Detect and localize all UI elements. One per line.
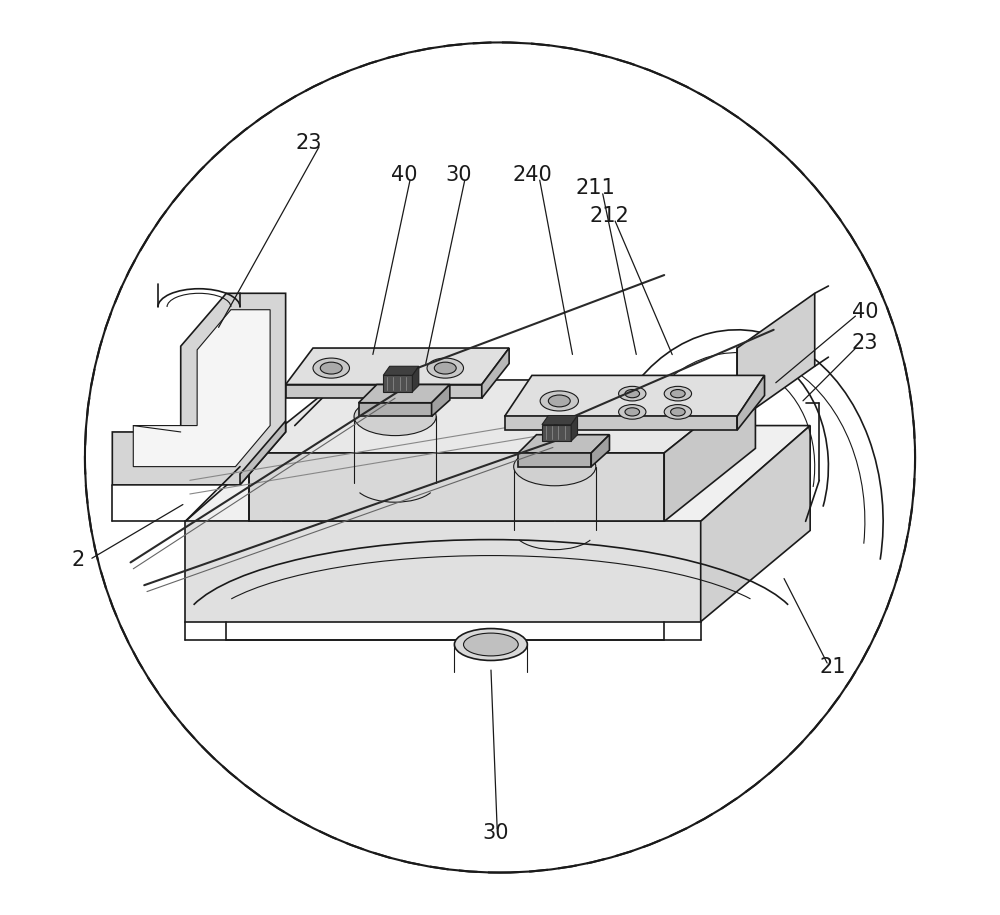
Polygon shape: [412, 366, 419, 392]
Ellipse shape: [619, 386, 646, 401]
Text: 240: 240: [512, 165, 552, 185]
Ellipse shape: [313, 358, 349, 378]
Polygon shape: [185, 522, 701, 621]
Polygon shape: [664, 380, 755, 522]
Polygon shape: [542, 425, 571, 441]
Polygon shape: [359, 403, 432, 416]
Ellipse shape: [540, 391, 578, 411]
Polygon shape: [571, 415, 578, 441]
Polygon shape: [286, 348, 509, 384]
Polygon shape: [383, 375, 412, 392]
Text: 40: 40: [852, 302, 878, 321]
Polygon shape: [737, 294, 815, 421]
Ellipse shape: [464, 633, 518, 656]
Polygon shape: [185, 425, 810, 522]
Ellipse shape: [548, 395, 570, 407]
Polygon shape: [359, 384, 450, 403]
Polygon shape: [737, 375, 765, 430]
Text: 30: 30: [482, 824, 509, 844]
Ellipse shape: [625, 408, 640, 416]
Ellipse shape: [664, 386, 692, 401]
Circle shape: [85, 42, 915, 873]
Polygon shape: [701, 425, 810, 621]
Polygon shape: [505, 375, 765, 416]
Polygon shape: [542, 415, 578, 425]
Polygon shape: [286, 384, 482, 398]
Text: 30: 30: [446, 165, 472, 185]
Polygon shape: [505, 416, 737, 430]
Polygon shape: [432, 384, 450, 416]
Ellipse shape: [671, 390, 685, 398]
Ellipse shape: [427, 358, 464, 378]
Text: 211: 211: [576, 178, 616, 199]
Ellipse shape: [320, 362, 342, 374]
Text: 23: 23: [852, 333, 878, 353]
Polygon shape: [383, 366, 419, 375]
Text: 40: 40: [391, 165, 417, 185]
Polygon shape: [249, 380, 755, 453]
Ellipse shape: [354, 397, 436, 436]
Ellipse shape: [619, 404, 646, 419]
Ellipse shape: [671, 408, 685, 416]
Ellipse shape: [514, 447, 596, 486]
Polygon shape: [518, 435, 609, 453]
Polygon shape: [518, 453, 591, 467]
Polygon shape: [133, 309, 270, 467]
Ellipse shape: [664, 404, 692, 419]
Polygon shape: [112, 294, 286, 485]
Polygon shape: [591, 435, 609, 467]
Text: 2: 2: [72, 550, 85, 570]
Text: 21: 21: [820, 657, 846, 677]
Ellipse shape: [454, 629, 527, 661]
Polygon shape: [240, 421, 286, 485]
Polygon shape: [249, 453, 664, 522]
Text: 212: 212: [590, 206, 629, 226]
Polygon shape: [482, 348, 509, 398]
Ellipse shape: [434, 362, 456, 374]
Ellipse shape: [625, 390, 640, 398]
Text: 23: 23: [295, 133, 322, 153]
Circle shape: [85, 42, 915, 873]
